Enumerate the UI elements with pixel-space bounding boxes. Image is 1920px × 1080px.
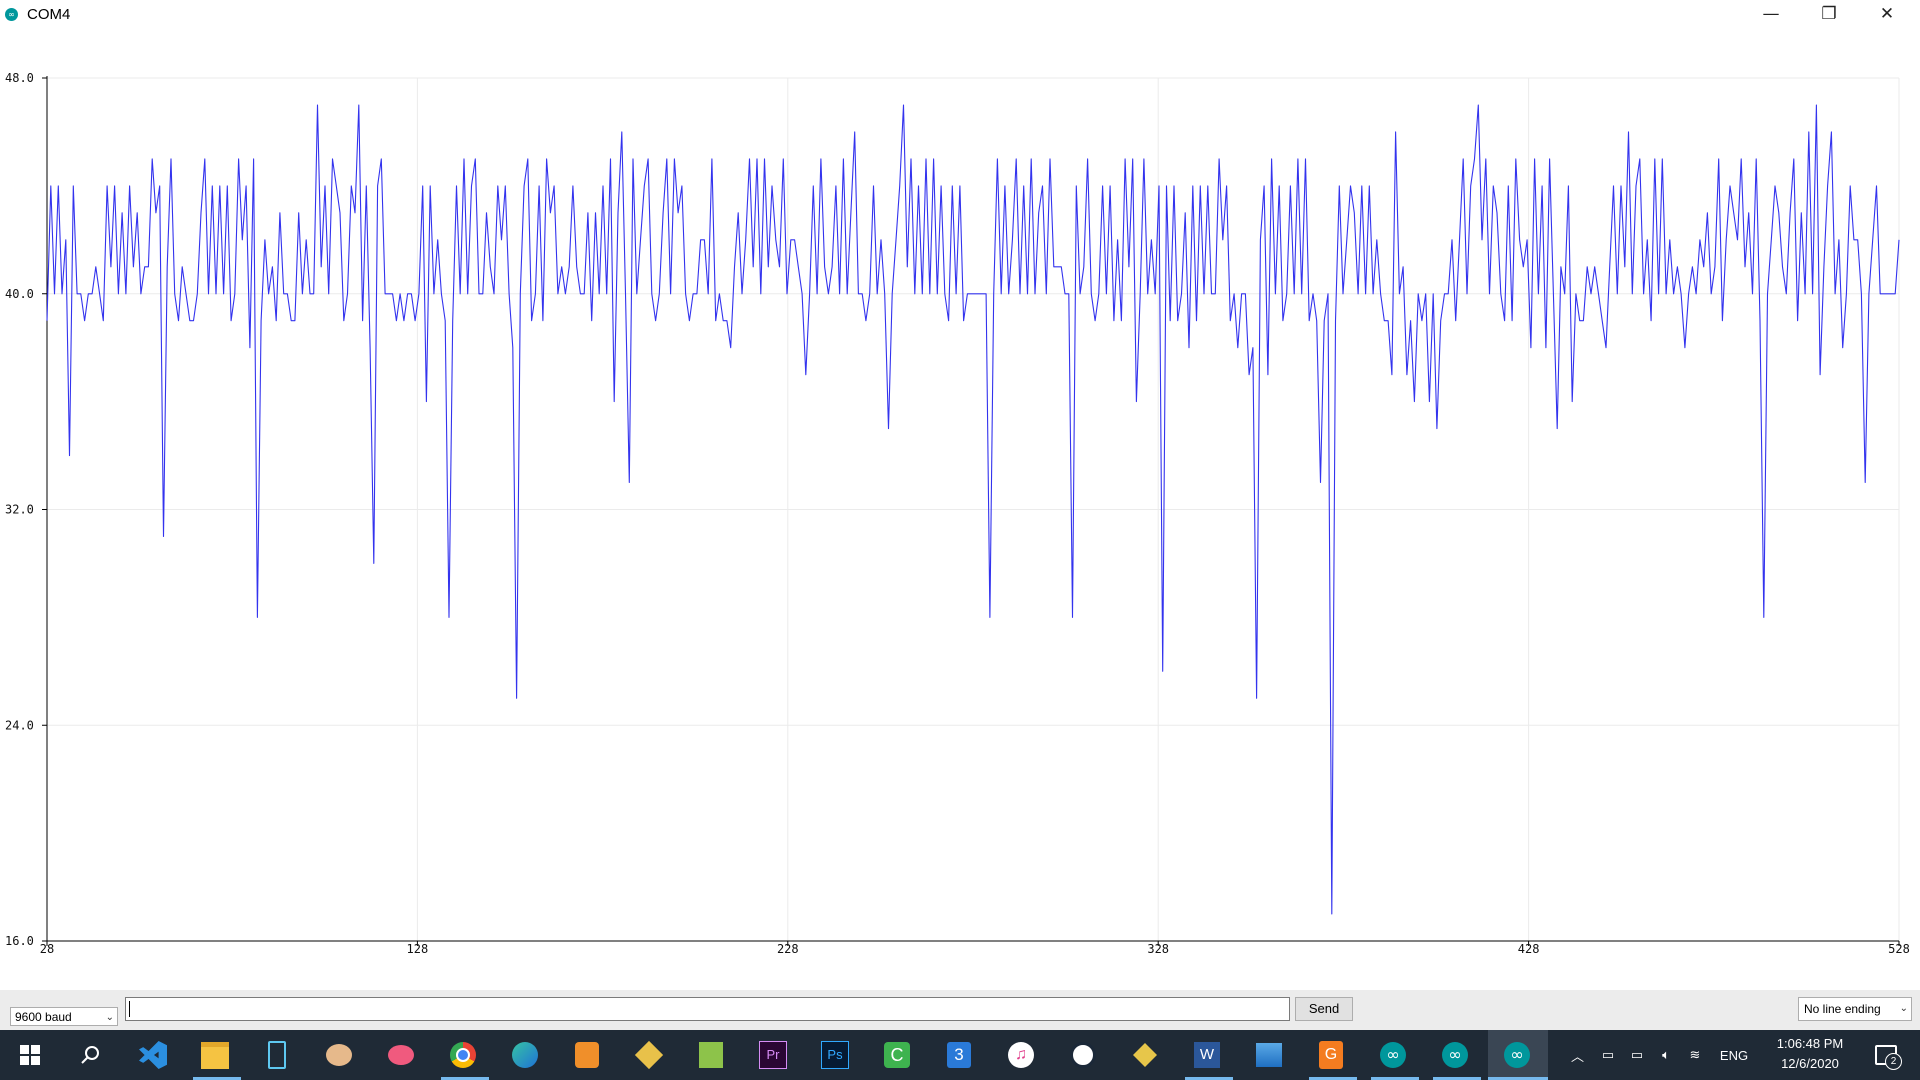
running-indicator: [441, 1077, 489, 1080]
arduino-window-1-icon[interactable]: ∞: [1373, 1035, 1413, 1075]
x-tick-label: 328: [1147, 942, 1169, 956]
arduino-window-3-icon[interactable]: ∞: [1497, 1035, 1537, 1075]
running-indicator: [193, 1077, 241, 1080]
running-indicator: [1309, 1077, 1357, 1080]
itunes-icon[interactable]: ♫: [1001, 1035, 1041, 1075]
paint3d-icon[interactable]: [381, 1035, 421, 1075]
arduino-icon: ∞: [5, 8, 18, 21]
photos-icon[interactable]: [1249, 1035, 1289, 1075]
x-tick-label: 228: [777, 942, 799, 956]
arduino-window-2-icon[interactable]: ∞: [1435, 1035, 1475, 1075]
clock[interactable]: 1:06:48 PM 12/6/2020: [1762, 1034, 1858, 1074]
word-icon[interactable]: W: [1187, 1035, 1227, 1075]
y-tick-label: 24.0: [5, 718, 34, 732]
chevron-up-icon[interactable]: ︿: [1570, 1048, 1584, 1064]
notification-count: 2: [1885, 1053, 1902, 1070]
premiere-pro-icon[interactable]: Pr: [753, 1035, 793, 1075]
language-indicator[interactable]: ENG: [1719, 1047, 1749, 1063]
minimize-button[interactable]: —: [1762, 4, 1780, 24]
search-icon[interactable]: [70, 1035, 110, 1075]
chevron-down-icon: ⌄: [105, 1012, 114, 1023]
photoshop-icon[interactable]: Ps: [815, 1035, 855, 1075]
plot-svg: 48.0 40.0 32.0 24.0 16.0 28 128 228 328 428 528: [5, 71, 1910, 956]
windows-start-icon[interactable]: [10, 1035, 50, 1075]
chevron-down-icon: ⌄: [1899, 1003, 1908, 1014]
edge-icon[interactable]: [505, 1035, 545, 1075]
baud-rate-value: 9600 baud: [15, 1010, 72, 1024]
clock-time: 1:06:48 PM: [1776, 1036, 1844, 1051]
line-ending-select[interactable]: No line ending ⌄: [1798, 997, 1912, 1021]
app-3-icon[interactable]: 3: [939, 1035, 979, 1075]
file-explorer-icon[interactable]: [195, 1035, 235, 1075]
battery-icon[interactable]: ▭: [1630, 1047, 1644, 1062]
title-bar: ∞ COM4 — ❐ ✕: [0, 0, 1920, 30]
chrome-icon[interactable]: [443, 1035, 483, 1075]
camtasia-icon[interactable]: C: [877, 1035, 917, 1075]
pdf-app-icon[interactable]: G: [1311, 1035, 1351, 1075]
serial-plotter-chart: 48.0 40.0 32.0 24.0 16.0 28 128 228 328 428 528: [0, 30, 1920, 990]
y-tick-label: 16.0: [5, 934, 34, 948]
y-tick-label: 40.0: [5, 287, 34, 301]
x-tick-label: 28: [40, 942, 54, 956]
data-series-line: [46, 104, 1900, 915]
y-tick-label: 32.0: [5, 503, 34, 517]
baud-rate-select[interactable]: 9600 baud ⌄: [10, 1007, 118, 1026]
running-indicator: [1488, 1077, 1548, 1080]
running-indicator: [1371, 1077, 1419, 1080]
tools-icon[interactable]: [1125, 1035, 1165, 1075]
notepadpp-icon[interactable]: [691, 1035, 731, 1075]
x-tick-label: 428: [1518, 942, 1540, 956]
text-caret: [129, 1001, 130, 1017]
volume-icon[interactable]: 🔈︎: [1662, 1047, 1670, 1062]
clock-date: 12/6/2020: [1781, 1056, 1839, 1071]
running-indicator: [1185, 1077, 1233, 1080]
y-tick-label: 48.0: [5, 71, 34, 85]
notification-center-icon[interactable]: 2: [1866, 1030, 1906, 1080]
close-button[interactable]: ✕: [1879, 4, 1895, 24]
battery-app-icon[interactable]: [257, 1035, 297, 1075]
git-tool-icon[interactable]: [629, 1035, 669, 1075]
restore-button[interactable]: ❐: [1821, 4, 1837, 24]
line-ending-value: No line ending: [1804, 1002, 1881, 1016]
x-tick-label: 528: [1888, 942, 1910, 956]
wifi-icon[interactable]: ≋: [1689, 1047, 1701, 1062]
sublime-text-icon[interactable]: [567, 1035, 607, 1075]
window-title: COM4: [27, 6, 71, 23]
send-button[interactable]: Send: [1295, 997, 1353, 1021]
x-tick-label: 128: [407, 942, 429, 956]
paint-icon[interactable]: [319, 1035, 359, 1075]
meet-now-icon[interactable]: ▭: [1601, 1047, 1615, 1062]
message-input[interactable]: [125, 997, 1290, 1021]
vscode-icon[interactable]: [133, 1035, 173, 1075]
steam-icon[interactable]: [1063, 1035, 1103, 1075]
running-indicator: [1433, 1077, 1481, 1080]
